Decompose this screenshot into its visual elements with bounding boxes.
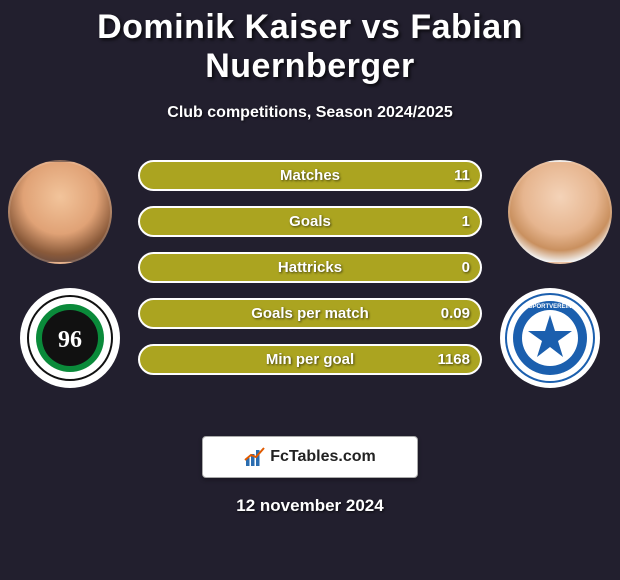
bar-value-right: 11 <box>454 162 470 189</box>
club-left-badge: 96 <box>20 288 120 388</box>
player-left-avatar <box>8 160 112 264</box>
page-title: Dominik Kaiser vs Fabian Nuernberger <box>0 8 620 86</box>
bar-label: Hattricks <box>140 254 480 281</box>
comparison-main: 96 SPORTVEREIN Matches11Goals1Hattricks0… <box>0 160 620 420</box>
subtitle: Club competitions, Season 2024/2025 <box>0 104 620 122</box>
chart-icon <box>244 446 266 468</box>
date-text: 12 november 2024 <box>0 496 620 516</box>
bar-value-right: 0.09 <box>441 300 470 327</box>
hannover-96-icon: 96 <box>27 295 113 381</box>
player-right-avatar <box>508 160 612 264</box>
bar-label: Goals per match <box>140 300 480 327</box>
stat-bar: Hattricks0 <box>138 252 482 283</box>
bar-value-right: 1168 <box>437 346 470 373</box>
stat-bar: Matches11 <box>138 160 482 191</box>
svg-text:SPORTVEREIN: SPORTVEREIN <box>528 304 571 310</box>
club-right-badge: SPORTVEREIN <box>500 288 600 388</box>
brand-text: FcTables.com <box>270 448 376 466</box>
bar-label: Min per goal <box>140 346 480 373</box>
darmstadt-98-icon: SPORTVEREIN <box>505 293 595 383</box>
comparison-card: Dominik Kaiser vs Fabian Nuernberger Clu… <box>0 0 620 516</box>
svg-text:96: 96 <box>58 327 82 353</box>
stat-bar: Min per goal1168 <box>138 344 482 375</box>
bar-label: Goals <box>140 208 480 235</box>
bar-value-right: 0 <box>462 254 470 281</box>
brand-badge[interactable]: FcTables.com <box>202 436 418 478</box>
bar-value-right: 1 <box>462 208 470 235</box>
stat-bar: Goals1 <box>138 206 482 237</box>
stat-bars: Matches11 Goals1 Hattricks0 Goals per match… <box>138 160 482 375</box>
stat-bar: Goals per match0.09 <box>138 298 482 329</box>
bar-label: Matches <box>140 162 480 189</box>
